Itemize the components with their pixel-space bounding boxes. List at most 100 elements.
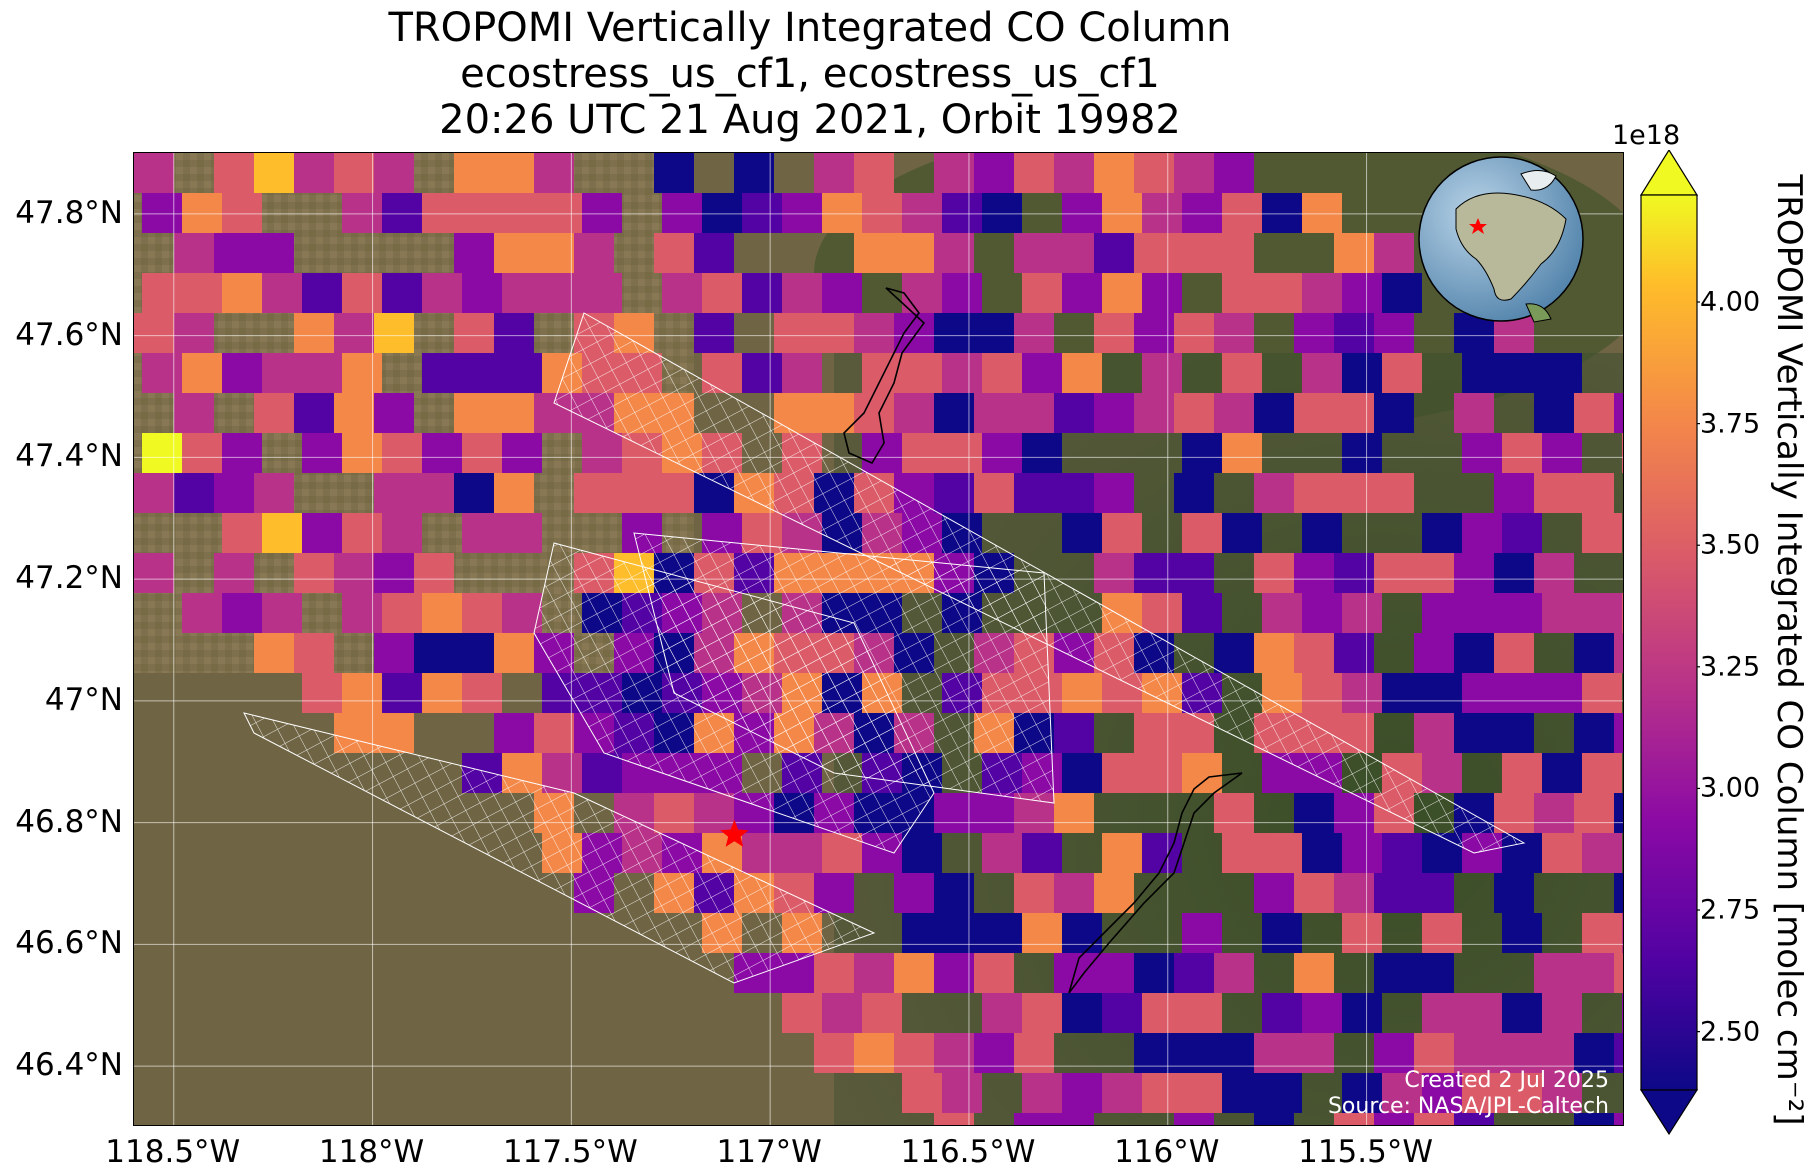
co-pixel [1222, 513, 1262, 553]
co-pixel [422, 193, 462, 233]
co-pixel [1174, 1113, 1214, 1125]
credit-created: Created 2 Jul 2025 [1404, 1068, 1609, 1093]
co-pixel [1454, 393, 1494, 433]
co-pixel [982, 433, 1022, 473]
map-subtitle-target: ecostress_us_cf1, ecostress_us_cf1 [460, 51, 1160, 97]
co-pixel [742, 833, 782, 873]
co-pixel [342, 273, 382, 313]
co-pixel [382, 513, 422, 553]
co-pixel [1222, 193, 1262, 233]
co-pixel [1534, 953, 1574, 993]
co-pixel [1022, 993, 1062, 1033]
co-pixel [1054, 713, 1094, 753]
lat-tick-label-3: 47.2°N [15, 560, 123, 597]
co-pixel [1302, 193, 1342, 233]
co-pixel [1422, 1073, 1462, 1113]
co-pixel [382, 593, 422, 633]
co-pixel [822, 273, 862, 313]
co-pixel [582, 753, 622, 793]
co-pixel [134, 313, 174, 353]
co-pixel [782, 833, 822, 873]
co-pixel [1614, 1033, 1623, 1073]
colorbar-label: TROPOMI Vertically Integrated CO Column … [1769, 174, 1809, 1126]
co-pixel [934, 233, 974, 273]
co-pixel [1494, 793, 1534, 833]
co-pixel [414, 473, 454, 513]
co-pixel [302, 433, 342, 473]
colorbar-tick-label-3: 3.25 [1700, 651, 1761, 683]
co-pixel [1382, 273, 1422, 313]
co-pixel [1222, 353, 1262, 393]
colorbar [1640, 150, 1700, 1135]
co-pixel [1302, 513, 1342, 553]
co-pixel [1062, 993, 1102, 1033]
co-pixel [1142, 193, 1182, 233]
co-pixel [942, 433, 982, 473]
co-pixel [454, 393, 494, 433]
co-pixel [254, 153, 294, 193]
co-pixel [1302, 993, 1342, 1033]
co-pixel [542, 753, 582, 793]
credit-source: Source: NASA/JPL-Caltech [1327, 1094, 1609, 1119]
co-pixel [494, 713, 534, 753]
co-pixel [1022, 273, 1062, 313]
co-pixel [1182, 993, 1222, 1033]
map-canvas[interactable] [134, 153, 1624, 1126]
co-pixel [222, 593, 262, 633]
co-pixel [1494, 553, 1534, 593]
co-pixel [502, 353, 542, 393]
co-pixel [1414, 1033, 1454, 1073]
lon-tick-label-5: 116°W [1114, 1134, 1220, 1170]
co-pixel [1254, 1033, 1294, 1073]
co-pixel [1574, 393, 1614, 433]
co-pixel [1174, 553, 1214, 593]
co-pixel [254, 473, 294, 513]
co-pixel [1254, 873, 1294, 913]
co-pixel [334, 153, 374, 193]
map-panel[interactable] [133, 152, 1624, 1126]
colorbar-tick-label-0: 2.50 [1700, 1016, 1761, 1048]
co-pixel [1254, 393, 1294, 433]
co-pixel [1094, 393, 1134, 433]
co-pixel [1294, 553, 1334, 593]
co-pixel [1054, 473, 1094, 513]
lat-tick-label-6: 46.6°N [15, 925, 123, 962]
ecostress-swath-1 [243, 712, 876, 984]
co-pixel [494, 233, 534, 273]
co-pixel [742, 353, 782, 393]
co-pixel [1382, 833, 1422, 873]
co-pixel [1422, 913, 1462, 953]
co-pixel [1062, 513, 1102, 553]
co-pixel [334, 313, 374, 353]
co-pixel [974, 953, 1014, 993]
lat-tick-label-5: 46.8°N [15, 803, 123, 840]
co-pixel [342, 353, 382, 393]
co-pixel [862, 353, 902, 393]
co-pixel [382, 273, 422, 313]
co-pixel [1022, 833, 1062, 873]
co-pixel [1342, 433, 1382, 473]
colorbar-exponent: 1e18 [1612, 120, 1681, 151]
globe-star-marker [1469, 218, 1487, 234]
co-pixel [542, 273, 582, 313]
co-pixel [222, 273, 262, 313]
co-pixel [1262, 833, 1302, 873]
co-pixel [1214, 233, 1254, 273]
co-pixel [814, 393, 854, 433]
co-pixel [782, 353, 822, 393]
co-pixel [942, 273, 982, 313]
co-pixel [1422, 673, 1462, 713]
co-pixel [1294, 1033, 1334, 1073]
co-pixel [854, 953, 894, 993]
co-pixel [1574, 713, 1614, 753]
colorbar-tick-label-1: 2.75 [1700, 894, 1761, 926]
co-pixel [1502, 753, 1542, 793]
co-pixel [1302, 353, 1342, 393]
co-pixel [1142, 1073, 1182, 1113]
co-pixel [222, 513, 262, 553]
co-pixel [1542, 433, 1582, 473]
co-pixel [1542, 673, 1582, 713]
co-pixel [462, 433, 502, 473]
co-pixel [1342, 673, 1382, 713]
co-pixel [1454, 553, 1494, 593]
